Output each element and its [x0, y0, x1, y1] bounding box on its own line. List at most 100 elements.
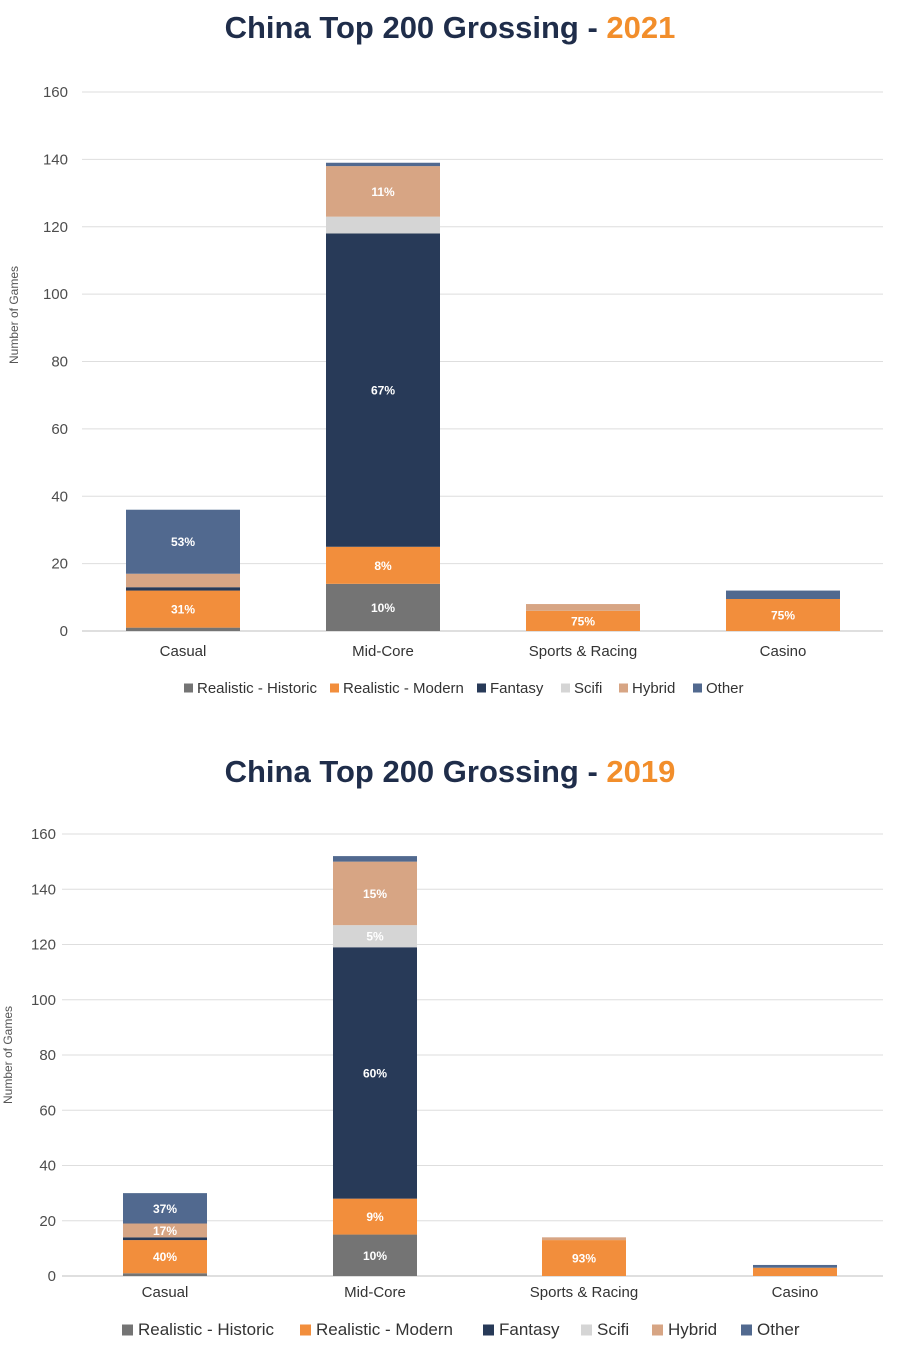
- data-label: 60%: [363, 1066, 387, 1080]
- bar-casual-other: [123, 1193, 207, 1224]
- data-label: 67%: [371, 384, 395, 398]
- y-tick-label: 120: [31, 937, 56, 954]
- legend-swatch-fantasy: [483, 1324, 494, 1336]
- y-tick-label: 40: [51, 488, 68, 505]
- category-label: Mid-Core: [344, 1284, 406, 1301]
- y-tick-label: 20: [51, 556, 68, 573]
- legend-swatch-fantasy: [477, 683, 486, 693]
- y-axis-title: Number of Games: [1, 1006, 15, 1104]
- category-label: Sports & Racing: [530, 1284, 638, 1301]
- bar-mid-core-realistic-modern: [326, 546, 440, 584]
- bar-casual-realistic-modern: [123, 1240, 207, 1274]
- data-label: 5%: [366, 930, 384, 944]
- bar-mid-core-realistic-historic: [333, 1234, 417, 1276]
- legend-swatch-realistic-historic: [122, 1324, 133, 1336]
- y-tick-label: 100: [31, 992, 56, 1009]
- bar-data-labels: 31% 53% 10% 8% 67% 11% 75% 75%: [171, 185, 795, 629]
- bar-casino-other: [726, 590, 840, 599]
- bar-mid-core-realistic-historic: [326, 583, 440, 631]
- data-label: 75%: [571, 614, 595, 628]
- bar-casual-hybrid: [123, 1223, 207, 1238]
- bar-casual-hybrid: [126, 573, 240, 588]
- legend-swatch-realistic-historic: [184, 683, 193, 693]
- data-label: 10%: [363, 1249, 387, 1263]
- category-label: Casual: [160, 643, 207, 660]
- y-tick-label: 140: [43, 151, 68, 168]
- legend-label: Other: [706, 680, 744, 697]
- data-label: 10%: [371, 601, 395, 615]
- bar-sports-and-racing-realistic-modern: [526, 610, 640, 631]
- legend-swatch-realistic-modern: [300, 1324, 311, 1336]
- category-label: Sports & Racing: [529, 643, 637, 660]
- bar-casual-fantasy: [126, 587, 240, 591]
- data-label: 53%: [171, 535, 195, 549]
- data-label: 11%: [371, 185, 395, 199]
- legend-swatch-other: [693, 683, 702, 693]
- chart-title: China Top 200 Grossing - 2019: [225, 754, 676, 789]
- data-label: 37%: [153, 1202, 177, 1216]
- category-labels: Casual Mid-Core Sports & Racing Casino: [142, 1284, 819, 1301]
- y-axis-title: Number of Games: [7, 266, 21, 364]
- y-tick-label: 20: [39, 1213, 56, 1230]
- bar-casual-realistic-historic: [126, 627, 240, 631]
- bar-casino-realistic-modern: [753, 1267, 837, 1276]
- data-label: 75%: [771, 608, 795, 622]
- chart-2019: China Top 200 Grossing - 2019 Number of …: [1, 754, 883, 1339]
- bar-mid-core-hybrid: [326, 166, 440, 217]
- y-tick-label: 40: [39, 1158, 56, 1175]
- legend-label: Fantasy: [499, 1320, 560, 1339]
- y-tick-labels: 0 20 40 60 80 100 120 140 160: [43, 84, 68, 640]
- legend-swatch-scifi: [561, 683, 570, 693]
- data-label: 15%: [363, 887, 387, 901]
- category-label: Casino: [760, 643, 807, 660]
- bar-casual-realistic-modern: [126, 590, 240, 628]
- legend-label: Hybrid: [632, 680, 675, 697]
- category-label: Casual: [142, 1284, 189, 1301]
- bar-mid-core-scifi: [333, 925, 417, 948]
- y-tick-label: 60: [51, 421, 68, 438]
- y-tick-label: 0: [60, 623, 68, 640]
- data-label: 9%: [366, 1210, 384, 1224]
- y-tick-label: 160: [31, 826, 56, 843]
- legend-swatch-realistic-modern: [330, 683, 339, 693]
- legend-label: Fantasy: [490, 680, 544, 697]
- y-tick-label: 60: [39, 1102, 56, 1119]
- legend-label: Realistic - Modern: [343, 680, 464, 697]
- y-tick-labels: 0 20 40 60 80 100 120 140 160: [31, 826, 56, 1285]
- bars: [126, 162, 840, 631]
- category-label: Casino: [772, 1284, 819, 1301]
- gridlines: [62, 833, 883, 1277]
- y-tick-label: 160: [43, 84, 68, 101]
- data-label: 40%: [153, 1250, 177, 1264]
- y-tick-label: 80: [51, 354, 68, 371]
- legend-label: Realistic - Historic: [197, 680, 318, 697]
- y-tick-label: 100: [43, 286, 68, 303]
- legend-swatch-hybrid: [619, 683, 628, 693]
- bar-mid-core-realistic-modern: [333, 1198, 417, 1235]
- bar-mid-core-scifi: [326, 216, 440, 234]
- legend-swatch-hybrid: [652, 1324, 663, 1336]
- legend-label: Hybrid: [668, 1320, 717, 1339]
- bar-sports-and-racing-hybrid: [542, 1237, 626, 1241]
- legend: Realistic - Historic Realistic - Modern Fa…: [184, 680, 744, 697]
- bar-casual-fantasy: [123, 1237, 207, 1241]
- legend-swatch-other: [741, 1324, 752, 1336]
- legend-label: Realistic - Modern: [316, 1320, 453, 1339]
- chart-2021: China Top 200 Grossing - 2021 Number of …: [7, 10, 883, 697]
- y-tick-label: 0: [48, 1268, 56, 1285]
- bar-mid-core-fantasy: [333, 947, 417, 1199]
- y-tick-label: 120: [43, 219, 68, 236]
- bar-data-labels: 40% 17% 37% 10% 9% 60% 5% 15% 93%: [153, 887, 596, 1266]
- data-label: 93%: [572, 1252, 596, 1266]
- bar-mid-core-other: [333, 856, 417, 862]
- bar-mid-core-fantasy: [326, 233, 440, 547]
- bar-mid-core-hybrid: [333, 861, 417, 926]
- legend: Realistic - Historic Realistic - Modern Fa…: [122, 1320, 800, 1339]
- bar-sports-and-racing-realistic-modern: [542, 1240, 626, 1276]
- data-label: 31%: [171, 603, 195, 617]
- category-label: Mid-Core: [352, 643, 414, 660]
- legend-label: Other: [757, 1320, 800, 1339]
- bar-mid-core-other: [326, 162, 440, 167]
- bar-casual-realistic-historic: [123, 1273, 207, 1276]
